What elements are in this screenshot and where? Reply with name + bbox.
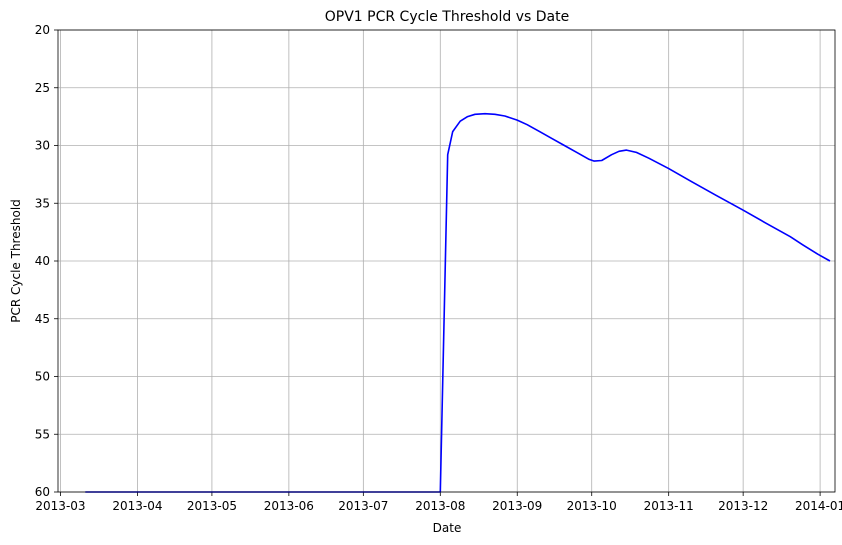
y-tick-label: 50	[35, 370, 50, 384]
x-axis-label: Date	[433, 521, 462, 535]
y-tick-label: 45	[35, 312, 50, 326]
series-line	[85, 112, 831, 493]
y-tick-label: 40	[35, 254, 50, 268]
x-tick-label: 2013-03	[35, 499, 85, 513]
y-tick-label: 55	[35, 427, 50, 441]
x-tick-label: 2013-08	[415, 499, 465, 513]
y-axis: 20 25 30 35 40 45 50 55 60	[35, 23, 58, 499]
x-tick-label: 2013-04	[112, 499, 162, 513]
y-tick-label: 60	[35, 485, 50, 499]
y-tick-label: 20	[35, 23, 50, 37]
x-tick-label: 2013-12	[718, 499, 768, 513]
x-tick-label: 2013-09	[492, 499, 542, 513]
series-layer	[85, 112, 831, 493]
x-tick-label: 2014-01	[795, 499, 842, 513]
chart-title: OPV1 PCR Cycle Threshold vs Date	[325, 9, 569, 25]
x-tick-label: 2013-07	[338, 499, 388, 513]
x-tick-label: 2013-11	[644, 499, 694, 513]
x-tick-label: 2013-06	[264, 499, 314, 513]
y-axis-label: PCR Cycle Threshold	[9, 199, 23, 323]
y-tick-label: 25	[35, 81, 50, 95]
plot-frame	[57, 29, 836, 493]
x-axis: 2013-03 2013-04 2013-05 2013-06 2013-07 2013-…	[35, 492, 842, 513]
x-tick-label: 2013-05	[187, 499, 237, 513]
y-tick-label: 35	[35, 196, 50, 210]
x-tick-label: 2013-10	[567, 499, 617, 513]
y-tick-label: 30	[35, 139, 50, 153]
